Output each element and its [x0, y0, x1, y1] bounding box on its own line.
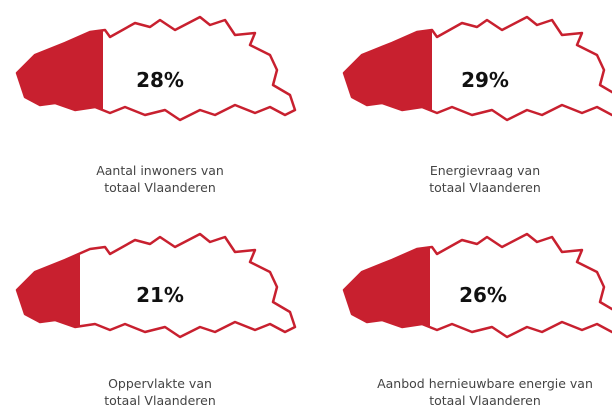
map-panel: 21%: [15, 232, 297, 339]
map-panel: 28%: [15, 15, 297, 122]
caption: Energievraag van: [430, 163, 540, 178]
percentage: 21%: [136, 283, 184, 307]
caption: totaal Vlaanderen: [429, 393, 541, 408]
caption: totaal Vlaanderen: [104, 393, 216, 408]
map-panel: 26%: [342, 232, 612, 339]
percentage: 28%: [136, 68, 184, 92]
percentage: 26%: [459, 283, 507, 307]
caption: totaal Vlaanderen: [429, 180, 541, 195]
map-panel: 29%: [342, 15, 612, 122]
caption: Aantal inwoners van: [96, 163, 224, 178]
caption: Aanbod hernieuwbare energie van: [377, 376, 593, 391]
caption: totaal Vlaanderen: [104, 180, 216, 195]
percentage: 29%: [461, 68, 509, 92]
caption: Oppervlakte van: [108, 376, 212, 391]
